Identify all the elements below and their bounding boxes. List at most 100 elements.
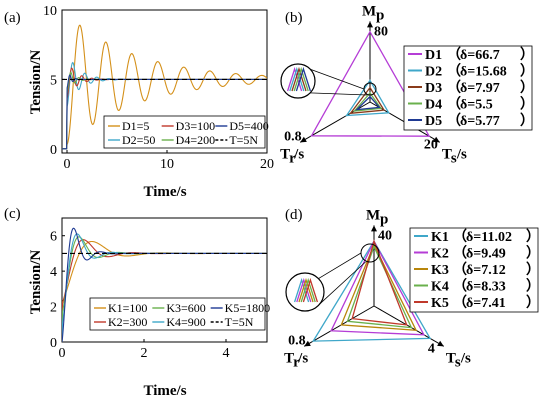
zoom-inset-line	[298, 277, 314, 303]
radar-series-polygon	[351, 239, 408, 326]
radar-legend-paren: ）	[520, 97, 534, 113]
radar-legend-delta: δ=11.02	[466, 230, 512, 245]
zoom-inset-line	[291, 66, 307, 92]
radar-legend-paren: （	[453, 279, 467, 295]
zoom-inset-line	[289, 66, 305, 92]
radar-series-polygon	[312, 239, 432, 342]
panel-a-ylabel: Tension/N	[28, 50, 44, 115]
radar-legend-paren: ）	[526, 295, 540, 311]
radar-legend-paren: ）	[526, 279, 540, 295]
radar-axis-arrow	[371, 225, 377, 232]
radar-axis-arrow	[304, 340, 311, 347]
radar-legend-name: K5	[431, 296, 449, 311]
radar-legend-delta: δ=66.7	[460, 48, 500, 63]
radar-max-mp: 80	[374, 24, 388, 39]
radar-legend-paren: （	[447, 113, 461, 129]
zoom-inset-line	[295, 66, 312, 92]
y-tick-label: 0	[50, 336, 57, 351]
x-tick-label: 2	[141, 346, 148, 361]
panel-a: (a) 0 10 20 0 5 10 Tension/N Time/s D1=5 D3=10…	[4, 4, 274, 200]
y-tick-label: 0	[50, 143, 57, 158]
radar-legend-paren: ）	[520, 64, 534, 80]
zoom-inset-line	[296, 277, 312, 303]
legend-label: D2=50	[122, 133, 155, 147]
radar-series-polygon	[352, 91, 383, 112]
panel-c: (c) 0 2 4 0 2 4 6 Tension/N Time/s K1=100 K3=60…	[4, 206, 270, 399]
radar-legend-paren: ）	[526, 229, 540, 245]
radar-legend-delta: δ=5.77	[460, 114, 500, 129]
radar-legend-paren: （	[447, 47, 461, 63]
legend-box	[89, 297, 266, 331]
y-tick-label: 4	[50, 265, 57, 280]
radar-legend-delta: δ=7.12	[466, 263, 506, 278]
radar-axis-label-tr-unit: /s	[293, 146, 304, 162]
radar-legend-name: D4	[425, 98, 442, 113]
legend-label: K3=600	[166, 301, 205, 315]
radar-legend-paren: （	[447, 97, 461, 113]
legend-label: T=5N	[229, 133, 258, 147]
panel-d-label: (d)	[285, 207, 303, 223]
radar-legend-delta: δ=9.49	[466, 247, 506, 262]
radar-axis-label-tr: T	[280, 146, 290, 162]
x-tick-label: 10	[160, 157, 174, 172]
radar-legend-delta: δ=15.68	[460, 65, 507, 80]
radar-series-polygon	[340, 243, 418, 332]
radar-legend-paren: ）	[526, 246, 540, 262]
radar-axis-label-ts-sub: s	[451, 150, 457, 166]
panel-c-legend: K1=100 K3=600 K5=1800 K2=300 K4=900 T=5N	[89, 297, 270, 331]
legend-label: D5=400	[229, 119, 268, 133]
panel-c-xlabel: Time/s	[143, 383, 186, 399]
y-tick-label: 6	[50, 230, 57, 245]
radar-axis	[303, 305, 375, 347]
zoom-connector	[309, 68, 365, 90]
radar-legend-delta: δ=7.41	[466, 296, 506, 311]
legend-label: D1=5	[122, 119, 149, 133]
panel-c-lines	[62, 227, 267, 342]
radar-legend-paren: （	[453, 262, 467, 278]
zoom-connector	[318, 261, 366, 306]
zoom-inset-line	[302, 277, 319, 303]
radar-legend-name: D5	[425, 114, 442, 129]
legend-label: K5=1800	[225, 301, 270, 315]
legend-label: D4=200	[176, 133, 215, 147]
radar-legend-name: D3	[425, 81, 442, 96]
radar-axis-label-tr-sub: r	[289, 150, 296, 166]
radar-axis-label-ts: T	[446, 350, 456, 366]
legend-label: K4=900	[166, 315, 205, 329]
zoom-inset-line	[293, 66, 309, 92]
panel-c-ylabel: Tension/N	[28, 250, 44, 315]
radar-legend-paren: （	[453, 246, 467, 262]
radar-max-tr: 0.8	[288, 333, 306, 348]
zoom-connector	[309, 92, 368, 96]
x-tick-label: 0	[64, 157, 71, 172]
radar-axis-arrow	[300, 136, 307, 143]
radar-legend-name: K1	[431, 230, 449, 245]
panel-a-frame	[61, 9, 268, 154]
radar-legend-paren: （	[453, 229, 467, 245]
radar-axis-arrow	[437, 340, 444, 347]
panel-c-ticks: 0 2 4 0 2 4 6	[50, 230, 230, 361]
legend-label: K2=300	[108, 315, 147, 329]
radar-axis-label-ts-unit: /s	[460, 350, 471, 366]
radar-axis	[373, 305, 445, 347]
radar-legend-name: D2	[425, 65, 442, 80]
panel-a-ticks: 0 10 20 0 5 10	[43, 4, 274, 172]
zoom-inset-line	[300, 277, 316, 303]
radar-axis-label-mp-sub: p	[376, 7, 384, 23]
radar-series-polygon	[345, 79, 390, 117]
panel-d-legend: K1 （δ=11.02 ）K2 （δ=9.49 ）K3 （δ=7.12 ）K4 （δ=8.33…	[409, 227, 540, 313]
panel-b-label: (b)	[285, 10, 303, 26]
y-tick-label: 5	[50, 73, 57, 88]
radar-series-polygon	[330, 239, 426, 336]
radar-legend-delta: δ=7.97	[460, 81, 500, 96]
radar-legend-box	[409, 227, 539, 313]
radar-axis-arrow	[367, 21, 373, 28]
radar-legend-paren: ）	[526, 262, 540, 278]
radar-legend-paren: （	[453, 295, 467, 311]
panel-b-legend: D1 （δ=66.7 ）D2 （δ=15.68 ）D3 （δ=7.97 ）D4 （δ=5.5）…	[403, 45, 534, 131]
panel-c-label: (c)	[4, 206, 21, 222]
radar-max-ts: 20	[424, 137, 438, 152]
radar-max-ts: 4	[428, 341, 435, 356]
